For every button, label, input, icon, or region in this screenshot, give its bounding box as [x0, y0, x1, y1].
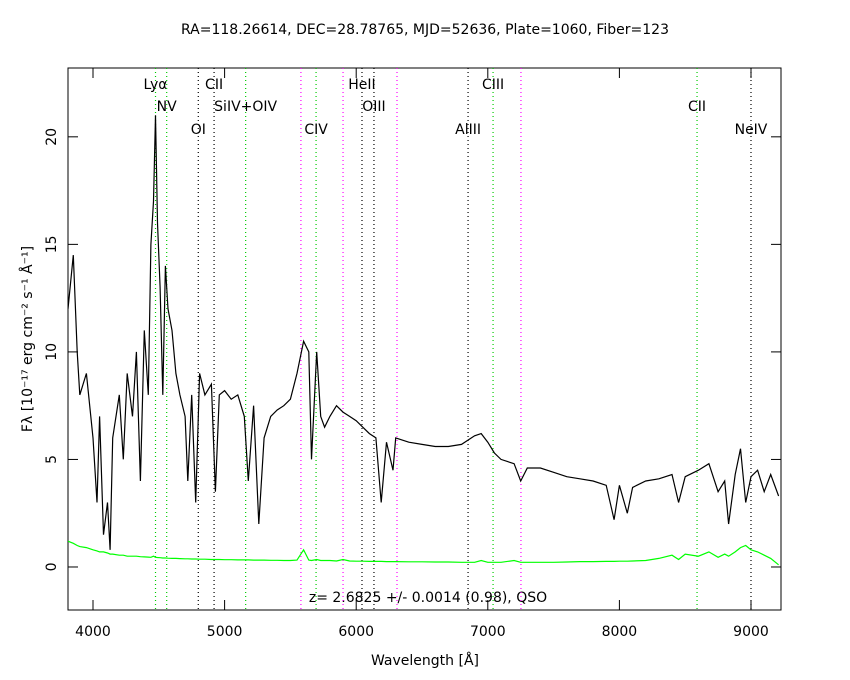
line-label: NV: [157, 99, 177, 115]
line-label: Lyα: [143, 77, 167, 93]
annotation: z= 2.6825 +/- 0.0014 (0.98), QSO: [309, 590, 547, 606]
x-tick-label: 5000: [207, 624, 243, 640]
spectrum-line: [68, 115, 780, 550]
x-axis-label: Wavelength [Å]: [371, 652, 479, 669]
y-axis-label: Fλ [10⁻¹⁷ erg cm⁻² s⁻¹ Å⁻¹]: [19, 246, 36, 432]
chart-title: RA=118.26614, DEC=28.78765, MJD=52636, P…: [181, 22, 669, 38]
y-tick-label: 5: [44, 455, 60, 464]
line-label: CIV: [304, 122, 328, 138]
y-tick-label: 20: [44, 128, 60, 146]
line-label: OI: [191, 122, 206, 138]
line-label: SiIV+OIV: [214, 99, 277, 115]
line-label: HeII: [348, 77, 375, 93]
plot-frame: [67, 67, 782, 611]
line-label: CII: [205, 77, 223, 93]
spectrum-line: [68, 540, 779, 566]
line-label: CIII: [482, 77, 504, 93]
x-tick-label: 4000: [75, 624, 111, 640]
line-label: NeIV: [735, 122, 768, 138]
line-label: OIII: [362, 99, 385, 115]
y-tick-label: 15: [44, 235, 60, 253]
x-tick-label: 8000: [602, 624, 638, 640]
x-tick-label: 9000: [733, 624, 769, 640]
y-tick-label: 0: [44, 563, 60, 572]
line-label: CII: [688, 99, 706, 115]
x-tick-label: 7000: [470, 624, 506, 640]
y-tick-label: 10: [44, 343, 60, 361]
line-label: AlIII: [455, 122, 481, 138]
x-tick-label: 6000: [338, 624, 374, 640]
